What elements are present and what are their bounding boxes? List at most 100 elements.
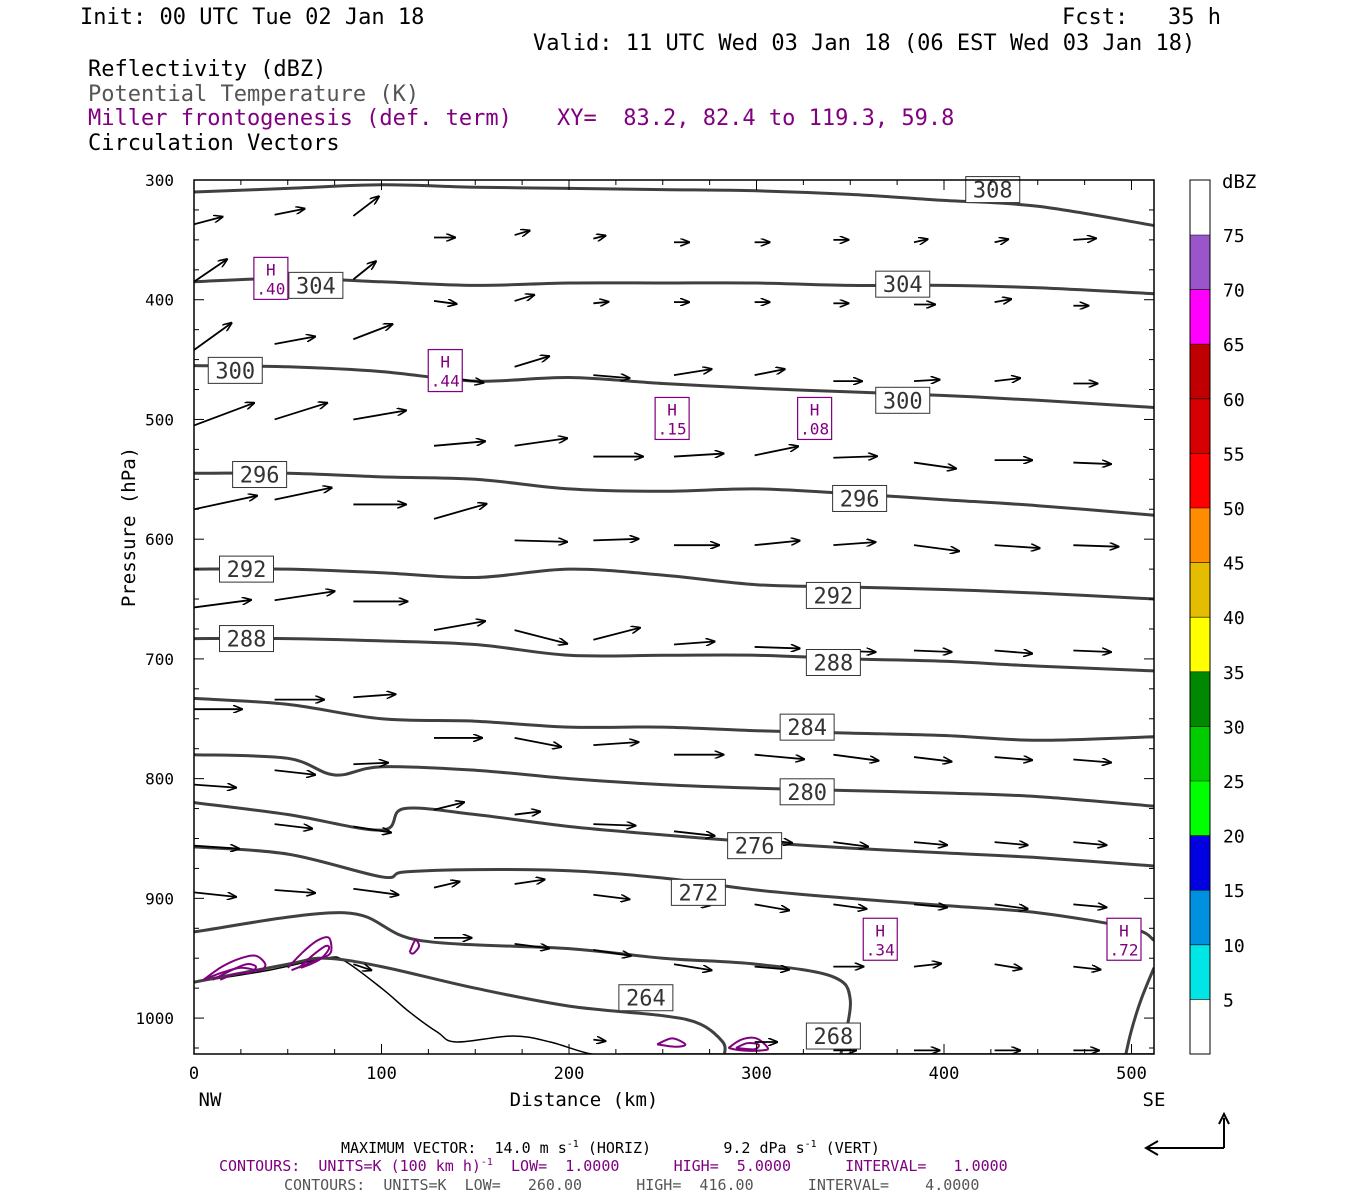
circulation-vector [913, 544, 959, 551]
theta-contour-284 [194, 696, 1154, 742]
init-time: Init: 00 UTC Tue 02 Jan 18 [80, 5, 425, 30]
theta-label: 296 [240, 464, 280, 489]
y-axis-label: Pressure (hPa) [118, 447, 140, 607]
circulation-vector [194, 403, 254, 427]
colorbar-label: 30 [1223, 717, 1245, 738]
theta-label: 292 [227, 558, 267, 583]
circulation-vector [913, 904, 947, 907]
colorbar-title: dBZ [1222, 171, 1256, 193]
circulation-vector [1073, 651, 1111, 653]
x-tick-label: 500 [1116, 1064, 1147, 1084]
theta-label: 276 [735, 835, 775, 860]
theta-label-box [805, 648, 861, 676]
circulation-vector [1073, 545, 1118, 547]
circulation-vector [754, 967, 790, 970]
theta-label-box [219, 625, 274, 653]
fronto-max-label: H [1119, 921, 1129, 940]
y-tick-label: 700 [145, 650, 174, 669]
max-vector-note: MAXIMUM VECTOR: 14.0 m s-1 (HORIZ) 9.2 d… [341, 1139, 880, 1157]
circulation-vector [994, 378, 1021, 381]
circulation-vector [274, 488, 332, 501]
circulation-vector [994, 239, 1009, 242]
theta-contour-280 [194, 753, 1154, 808]
theta-label-box [207, 356, 263, 384]
circulation-vector [1073, 463, 1111, 465]
colorbar-label: 15 [1223, 881, 1245, 902]
fronto-contour [656, 1037, 687, 1048]
circulation-vector [754, 541, 800, 547]
colorbar-label: 60 [1223, 390, 1245, 411]
colorbar-segment [1190, 398, 1210, 454]
circulation-vector [994, 842, 1028, 845]
y-tick-label: 500 [145, 410, 174, 429]
fronto-max-box [654, 396, 690, 441]
x-axis-label: Distance (km) [510, 1089, 659, 1111]
colorbar-segment [1190, 453, 1210, 508]
colorbar-label: 55 [1223, 444, 1245, 465]
frontogenesis-contours [202, 936, 769, 1052]
fronto-max-box [253, 256, 289, 300]
circulation-vector [593, 302, 608, 304]
theta-label: 272 [679, 881, 719, 906]
circulation-vector [194, 496, 257, 511]
theta-label-box [219, 555, 274, 583]
circulation-vector [194, 600, 251, 609]
circulation-vector [994, 964, 1022, 969]
forecast-hour: Fcst: 35 h [1062, 5, 1221, 30]
terrain-layer [194, 956, 1154, 1054]
colorbar-segment [1190, 180, 1210, 235]
theta-contour-288 [194, 636, 1154, 673]
colorbar-label: 65 [1223, 335, 1245, 356]
fronto-max-value: .72 [1110, 940, 1139, 959]
circulation-vector [913, 239, 928, 242]
fronto-max-box [1106, 917, 1142, 961]
circulation-vector [1073, 238, 1096, 240]
fronto-max-label: H [440, 353, 450, 372]
theta-contour-272 [194, 845, 1154, 942]
circulation-vector [433, 621, 485, 632]
theta-label-box [875, 386, 931, 414]
circulation-vector [274, 823, 313, 829]
circulation-vector [913, 842, 947, 845]
circulation-vector [433, 802, 464, 811]
circulation-vector [593, 948, 631, 956]
fronto-contour [298, 944, 331, 969]
theta-contour-268 [1124, 967, 1154, 1054]
circulation-vector [754, 903, 790, 910]
y-tick-label: 400 [145, 291, 174, 310]
fronto-contour [408, 939, 421, 955]
circulation-vector [994, 757, 1033, 760]
theta-label-box [805, 581, 861, 609]
theta-label-box [779, 778, 835, 806]
circulation-vector [673, 963, 712, 970]
colorbar-segment [1190, 671, 1210, 727]
circulation-vector [353, 963, 371, 970]
circulation-vector [754, 647, 800, 649]
fronto-contour [287, 936, 333, 972]
fronto-max-value: .44 [431, 372, 460, 391]
circulation-vector [1073, 842, 1106, 845]
colorbar-segment [1190, 289, 1210, 345]
circulation-vector [514, 737, 562, 747]
theta-label-box [875, 270, 931, 298]
plot-frame [193, 179, 1155, 1055]
x-tick-label: 300 [741, 1064, 772, 1084]
circulation-vector [353, 763, 388, 765]
theta-contour-300 [194, 364, 1154, 409]
x-tick-label: 0 [189, 1064, 199, 1084]
y-tick-label: 1000 [135, 1009, 174, 1028]
circulation-vector [353, 694, 395, 697]
circulation-vector [913, 756, 952, 762]
colorbar-segment [1190, 781, 1210, 836]
colorbar-segment [1190, 344, 1210, 399]
circulation-vector [274, 337, 316, 345]
fronto-contour [727, 1036, 769, 1052]
y-tick-label: 600 [145, 530, 174, 549]
theta-label: 296 [840, 487, 880, 512]
circulation-vector [194, 259, 227, 283]
circulation-vector [833, 903, 866, 909]
circulation-vector [994, 651, 1033, 654]
circulation-vector [1073, 904, 1106, 907]
scale-vector-icon [1144, 1111, 1230, 1156]
circulation-vector [514, 438, 568, 447]
